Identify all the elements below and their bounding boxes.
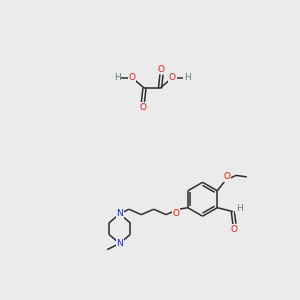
- Text: H: H: [114, 73, 121, 82]
- Text: N: N: [116, 239, 123, 248]
- Text: O: O: [140, 103, 146, 112]
- Text: N: N: [116, 209, 123, 218]
- Text: O: O: [173, 208, 180, 217]
- Text: O: O: [231, 225, 238, 234]
- Text: O: O: [169, 73, 176, 82]
- Text: O: O: [129, 73, 136, 82]
- Text: H: H: [236, 204, 242, 213]
- Text: H: H: [184, 73, 190, 82]
- Text: O: O: [158, 64, 165, 74]
- Text: O: O: [223, 172, 230, 182]
